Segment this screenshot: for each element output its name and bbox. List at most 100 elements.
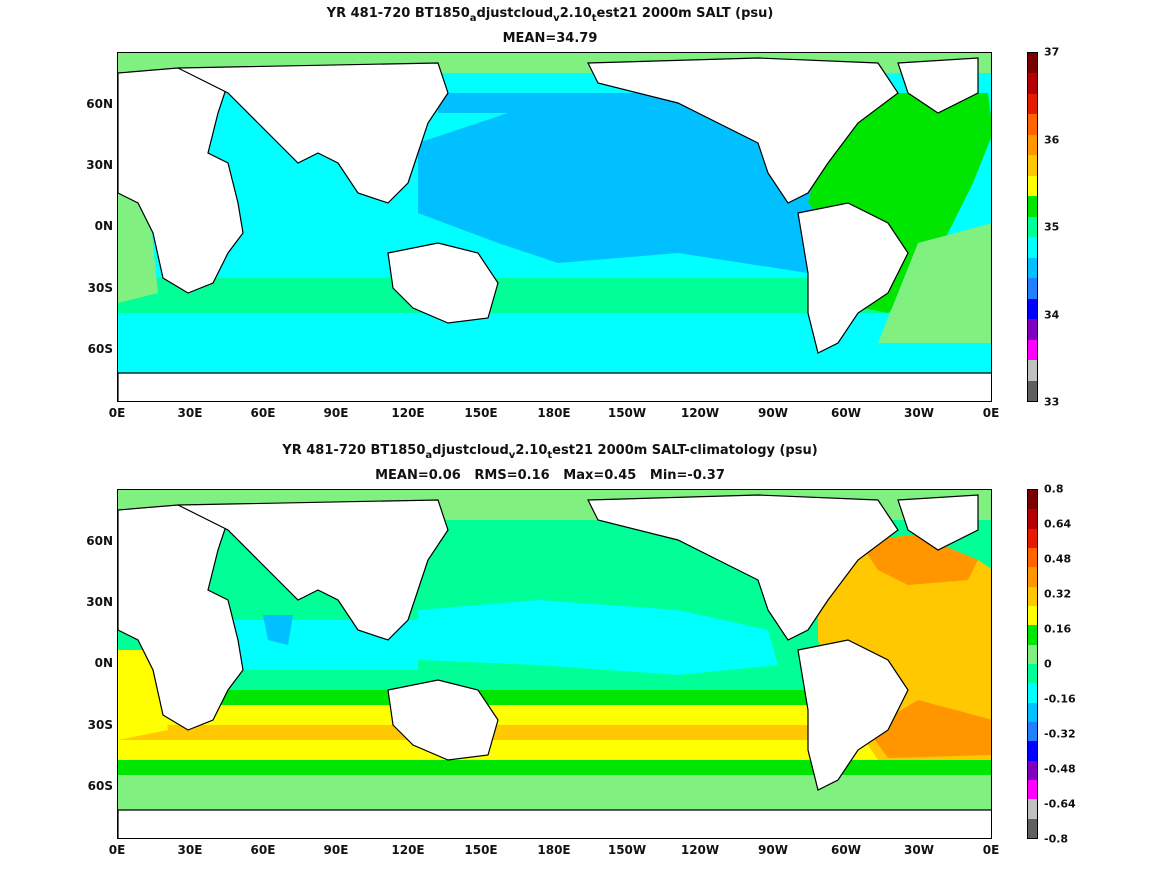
colorbar-tick-label: 0.16 bbox=[1044, 622, 1072, 636]
xtick: 60E bbox=[250, 843, 276, 857]
xtick: 90E bbox=[323, 406, 349, 420]
bottom-stats: MEAN=0.06 RMS=0.16 Max=0.45 Min=-0.37 bbox=[375, 468, 725, 483]
colorbar-tick-label: 0.48 bbox=[1044, 552, 1072, 566]
colorbar-tick-label: 0 bbox=[1044, 657, 1052, 671]
xtick: 0E bbox=[108, 843, 126, 857]
top-salinity-map bbox=[117, 52, 992, 402]
colorbar-segment bbox=[1028, 360, 1037, 381]
colorbar-tick-label: -0.32 bbox=[1044, 727, 1076, 741]
asia bbox=[177, 62, 449, 204]
xtick: 150W bbox=[607, 406, 647, 420]
colorbar-segment bbox=[1028, 741, 1037, 761]
xtick: 150W bbox=[607, 843, 647, 857]
top-colorbar bbox=[1027, 52, 1038, 402]
colorbar-segment bbox=[1028, 625, 1037, 645]
ytick: 30N bbox=[86, 158, 113, 172]
colorbar-tick-label: 36 bbox=[1044, 133, 1060, 146]
colorbar-tick-label: 0.32 bbox=[1044, 587, 1072, 601]
colorbar-segment bbox=[1028, 702, 1037, 722]
top-title: YR 481-720 BT1850adjustcloudv2.10test21 … bbox=[326, 6, 774, 24]
bottom-anomaly-map bbox=[117, 489, 992, 839]
xtick: 120E bbox=[391, 843, 425, 857]
xtick: 30E bbox=[177, 843, 203, 857]
colorbar-segment bbox=[1028, 114, 1037, 135]
pacific-negative-anomaly bbox=[418, 600, 778, 675]
ytick: 60N bbox=[86, 97, 113, 111]
xtick: 30W bbox=[904, 406, 934, 420]
colorbar-segment bbox=[1028, 509, 1037, 529]
colorbar-segment bbox=[1028, 644, 1037, 664]
colorbar-segment bbox=[1028, 73, 1037, 94]
colorbar-segment bbox=[1028, 721, 1037, 742]
colorbar-segment bbox=[1028, 278, 1037, 299]
top-stats: MEAN=34.79 bbox=[502, 31, 598, 46]
colorbar-segment bbox=[1028, 196, 1037, 217]
southern-band bbox=[118, 278, 991, 313]
colorbar-segment bbox=[1028, 779, 1037, 800]
colorbar-segment bbox=[1028, 53, 1037, 74]
colorbar-tick-label: 35 bbox=[1044, 220, 1060, 234]
colorbar-segment bbox=[1028, 319, 1037, 340]
colorbar-tick-label: 33 bbox=[1044, 395, 1060, 409]
greenland bbox=[897, 57, 979, 114]
colorbar-segment bbox=[1028, 175, 1037, 197]
ytick: 60S bbox=[87, 779, 113, 793]
colorbar-tick-label: -0.16 bbox=[1044, 692, 1076, 706]
xtick: 60E bbox=[250, 406, 276, 420]
colorbar-segment bbox=[1028, 93, 1037, 115]
xtick: 30W bbox=[904, 843, 934, 857]
colorbar-segment bbox=[1028, 586, 1037, 606]
colorbar-tick-label: 37 bbox=[1044, 45, 1060, 59]
bottom-map-field bbox=[118, 490, 991, 838]
xtick: 90W bbox=[758, 406, 788, 420]
colorbar-segment bbox=[1028, 339, 1037, 361]
xtick: 120W bbox=[680, 843, 720, 857]
colorbar-segment bbox=[1028, 257, 1037, 279]
xtick: 30E bbox=[177, 406, 203, 420]
colorbar-tick-label: 34 bbox=[1044, 308, 1060, 321]
colorbar-segment bbox=[1028, 380, 1037, 401]
xtick: 180E bbox=[537, 843, 571, 857]
xtick: 0E bbox=[108, 406, 126, 420]
xtick: 180E bbox=[537, 406, 571, 420]
bottom-title: YR 481-720 BT1850adjustcloudv2.10test21 … bbox=[282, 443, 818, 461]
colorbar-tick-label: 0.64 bbox=[1044, 517, 1072, 531]
ytick: 0N bbox=[94, 656, 113, 670]
colorbar-segment bbox=[1028, 683, 1037, 703]
land-masses bbox=[118, 57, 991, 401]
colorbar-segment bbox=[1028, 605, 1037, 626]
ytick: 0N bbox=[94, 219, 113, 233]
colorbar-segment bbox=[1028, 567, 1037, 587]
xtick: 90W bbox=[758, 843, 788, 857]
colorbar-segment bbox=[1028, 237, 1037, 258]
xtick: 150E bbox=[464, 406, 498, 420]
colorbar-tick-label: 0.8 bbox=[1044, 482, 1064, 496]
xtick: 0E bbox=[982, 843, 1000, 857]
south-america bbox=[797, 202, 909, 354]
antarctica bbox=[118, 372, 991, 401]
colorbar-segment bbox=[1028, 216, 1037, 238]
top-map-field bbox=[118, 53, 991, 401]
australia bbox=[387, 242, 499, 324]
colorbar-segment bbox=[1028, 663, 1037, 684]
ytick: 30N bbox=[86, 595, 113, 609]
southern-positive-band bbox=[118, 705, 991, 725]
xtick: 60W bbox=[831, 843, 861, 857]
ytick: 30S bbox=[87, 718, 113, 732]
colorbar-segment bbox=[1028, 298, 1037, 320]
colorbar-segment bbox=[1028, 818, 1037, 838]
colorbar-segment bbox=[1028, 547, 1037, 568]
north-america bbox=[587, 57, 899, 204]
colorbar-segment bbox=[1028, 490, 1037, 510]
colorbar-tick-label: -0.64 bbox=[1044, 797, 1076, 811]
colorbar-segment bbox=[1028, 799, 1037, 819]
xtick: 90E bbox=[323, 843, 349, 857]
ytick: 60S bbox=[87, 342, 113, 356]
atlantic-high-salinity bbox=[808, 93, 991, 313]
colorbar-segment bbox=[1028, 134, 1037, 156]
africa-europe bbox=[118, 67, 244, 294]
colorbar-segment bbox=[1028, 760, 1037, 780]
colorbar-segment bbox=[1028, 528, 1037, 548]
bottom-colorbar bbox=[1027, 489, 1038, 839]
xtick: 60W bbox=[831, 406, 861, 420]
